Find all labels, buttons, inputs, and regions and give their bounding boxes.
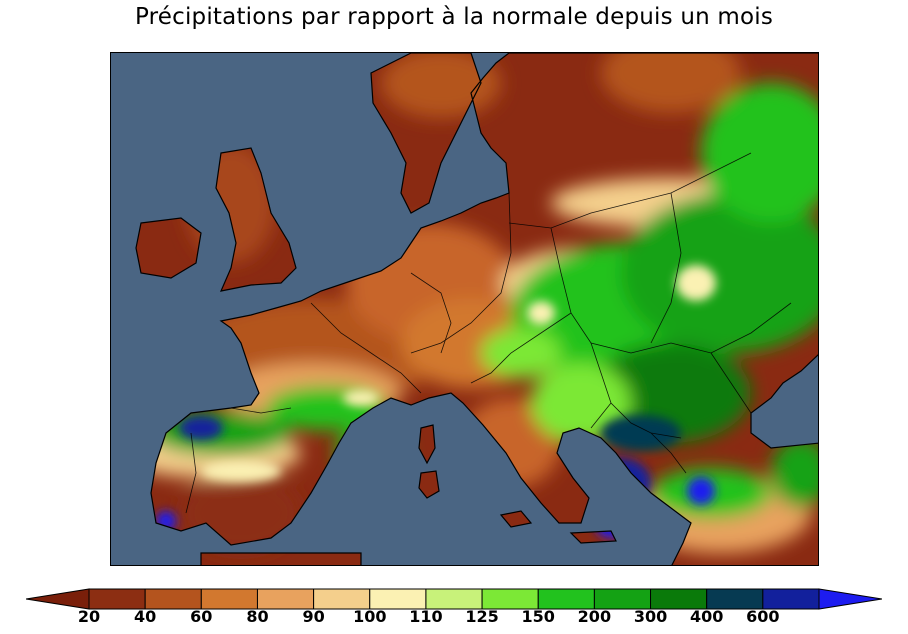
colorbar-tick-label: 300 <box>633 607 668 626</box>
colorbar-tick-label: 600 <box>746 607 780 626</box>
colorbar-right-arrow <box>818 588 882 610</box>
colorbar-cell <box>200 588 258 610</box>
colorbar-cell <box>369 588 427 610</box>
colorbar-cell <box>537 588 595 610</box>
colorbar-tick-label: 400 <box>689 607 724 626</box>
colorbar-tick-label: 110 <box>409 607 443 626</box>
colorbar-cell <box>593 588 652 610</box>
colorbar-cell <box>256 588 315 610</box>
colorbar-cell <box>313 588 371 610</box>
colorbar-tick-label: 125 <box>465 607 499 626</box>
colorbar-labels: 20 40 60 80 90 100 110 125 150 200 300 400 600 <box>0 607 908 631</box>
colorbar-cell <box>481 588 539 610</box>
colorbar-cell <box>144 588 202 610</box>
colorbar-left-arrow <box>26 588 90 610</box>
colorbar-cell <box>425 588 483 610</box>
colorbar-cell <box>650 588 708 610</box>
colorbar-tick-label: 20 <box>77 607 101 626</box>
colorbar-tick-label: 150 <box>521 607 555 626</box>
colorbar-cell <box>706 588 764 610</box>
colorbar-tick-label: 90 <box>302 607 325 626</box>
colorbar-tick-label: 100 <box>353 607 387 626</box>
colorbar-cell <box>88 588 146 610</box>
colorbar-cell <box>762 588 820 610</box>
precipitation-map <box>110 52 819 566</box>
colorbar-tick-label: 200 <box>577 607 612 626</box>
colorbar-tick-label: 60 <box>190 607 213 626</box>
colorbar-tick-label: 80 <box>246 607 269 626</box>
map-title: Précipitations par rapport à la normale … <box>134 4 774 30</box>
colorbar-tick-label: 40 <box>134 607 157 626</box>
colorbar <box>26 588 882 610</box>
